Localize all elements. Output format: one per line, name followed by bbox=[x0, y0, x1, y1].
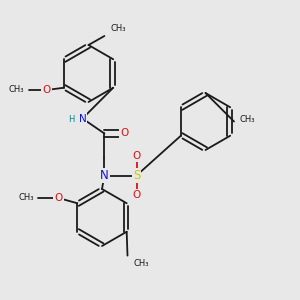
Text: CH₃: CH₃ bbox=[110, 24, 126, 33]
Text: H: H bbox=[68, 116, 75, 124]
Text: O: O bbox=[42, 85, 51, 95]
Text: O: O bbox=[54, 193, 63, 203]
Text: CH₃: CH₃ bbox=[240, 116, 256, 124]
Text: N: N bbox=[79, 113, 86, 124]
Text: CH₃: CH₃ bbox=[8, 85, 24, 94]
Text: O: O bbox=[120, 128, 129, 139]
Text: N: N bbox=[100, 169, 109, 182]
Text: O: O bbox=[132, 190, 141, 200]
Text: CH₃: CH₃ bbox=[134, 259, 149, 268]
Text: CH₃: CH₃ bbox=[18, 194, 34, 202]
Text: O: O bbox=[132, 151, 141, 161]
Text: S: S bbox=[133, 169, 140, 182]
